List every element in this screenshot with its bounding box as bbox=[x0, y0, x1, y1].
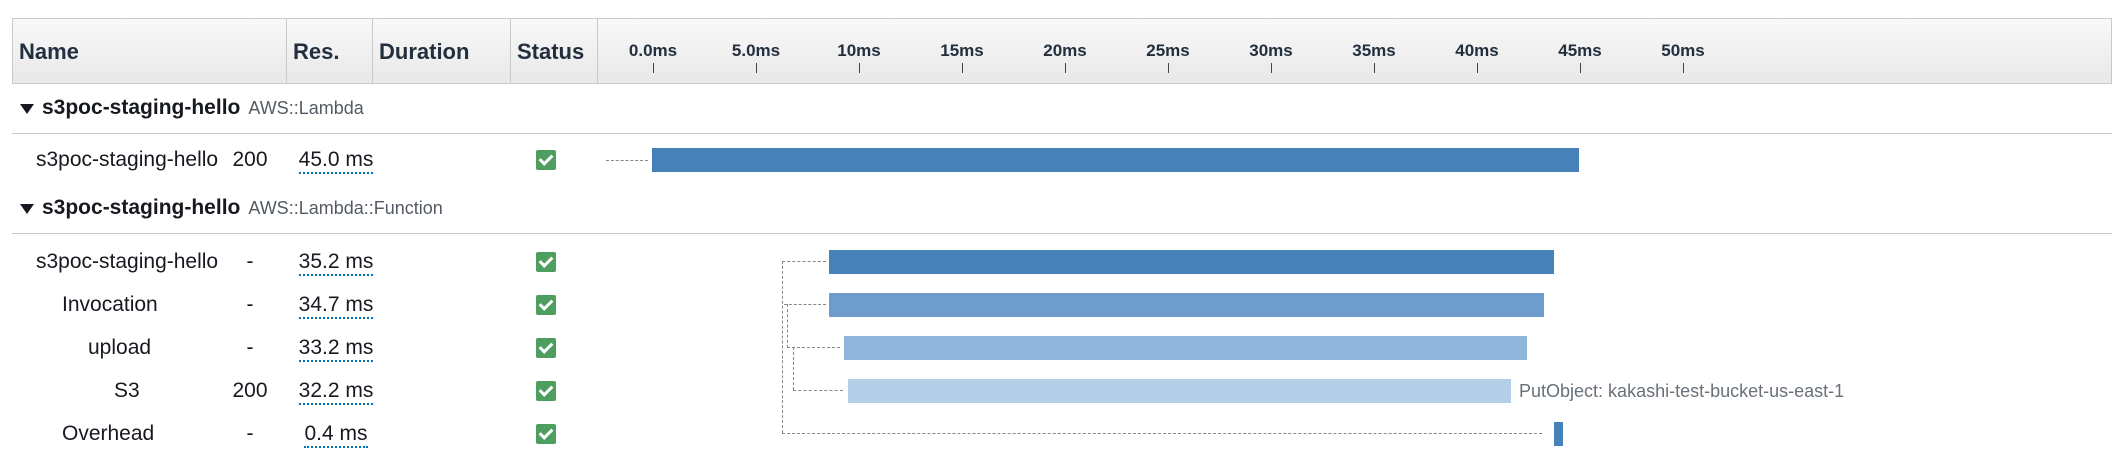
segment-annotation: PutObject: kakashi-test-bucket-us-east-1 bbox=[1519, 381, 1845, 401]
segment-response-code: 200 bbox=[232, 148, 268, 171]
segment-name: S3 bbox=[114, 379, 140, 402]
segment-row[interactable]: s3poc-staging-hello 200 45.0 ms bbox=[12, 140, 2112, 182]
connector-line bbox=[787, 347, 840, 348]
service-group-header[interactable]: s3poc-staging-hello AWS::Lambda::Function bbox=[12, 186, 2112, 234]
axis-tick-mark bbox=[962, 63, 963, 73]
status-ok-icon bbox=[536, 424, 556, 444]
connector-line bbox=[793, 347, 794, 390]
column-header-duration[interactable]: Duration bbox=[373, 19, 511, 83]
segment-row[interactable]: S3 200 32.2 ms PutObject: kakashi-test-buck… bbox=[12, 371, 2112, 413]
caret-down-icon[interactable] bbox=[20, 104, 34, 114]
axis-tick-label: 20ms bbox=[1043, 41, 1087, 60]
axis-tick-label: 30ms bbox=[1249, 41, 1293, 60]
axis-tick-label: 25ms bbox=[1146, 41, 1190, 60]
service-name: s3poc-staging-hello bbox=[42, 96, 241, 119]
segment-row[interactable]: s3poc-staging-hello - 35.2 ms bbox=[12, 242, 2112, 284]
axis-tick-mark bbox=[1580, 63, 1581, 73]
axis-tick-mark bbox=[859, 63, 860, 73]
segment-row[interactable]: Overhead - 0.4 ms bbox=[12, 414, 2112, 456]
status-ok-icon bbox=[536, 295, 556, 315]
axis-tick-label: 0.0ms bbox=[628, 41, 678, 60]
axis-tick-label: 15ms bbox=[940, 41, 984, 60]
connector-line bbox=[782, 261, 826, 262]
axis-tick-label: 35ms bbox=[1352, 41, 1396, 60]
segment-name: upload bbox=[88, 336, 152, 359]
caret-down-icon[interactable] bbox=[20, 204, 34, 214]
segment-name: s3poc-staging-hello bbox=[36, 148, 219, 171]
connector-line bbox=[784, 304, 826, 305]
table-header: Name Res. Duration Status 0.0ms 5.0ms 10ms… bbox=[12, 18, 2112, 84]
segment-row[interactable]: Invocation - 34.7 ms bbox=[12, 285, 2112, 327]
axis-tick-mark bbox=[1374, 63, 1375, 73]
segment-name: Invocation bbox=[62, 293, 158, 316]
axis-tick-label: 40ms bbox=[1455, 41, 1499, 60]
segment-response-code: - bbox=[246, 293, 254, 316]
segment-duration[interactable]: 35.2 ms bbox=[286, 250, 386, 276]
axis-tick-label: 5.0ms bbox=[731, 41, 781, 60]
timeline-bar[interactable] bbox=[829, 293, 1544, 317]
connector-line bbox=[782, 433, 1542, 434]
status-ok-icon bbox=[536, 252, 556, 272]
axis-tick-label: 10ms bbox=[837, 41, 881, 60]
axis-tick-mark bbox=[1271, 63, 1272, 73]
segment-duration[interactable]: 32.2 ms bbox=[286, 379, 386, 405]
connector-line bbox=[606, 160, 648, 161]
timeline-bar[interactable] bbox=[847, 379, 1511, 403]
service-type: AWS::Lambda::Function bbox=[248, 198, 443, 218]
axis-tick-mark bbox=[1065, 63, 1066, 73]
segment-name: s3poc-staging-hello bbox=[36, 250, 219, 273]
axis-tick-mark bbox=[1168, 63, 1169, 73]
segment-name: Overhead bbox=[62, 422, 155, 445]
column-header-status[interactable]: Status bbox=[511, 19, 598, 83]
axis-tick-mark bbox=[1683, 63, 1684, 73]
segment-response-code: - bbox=[246, 336, 254, 359]
axis-tick-label: 45ms bbox=[1558, 41, 1602, 60]
connector-line bbox=[793, 390, 843, 391]
timeline-bar[interactable] bbox=[829, 250, 1555, 274]
service-name: s3poc-staging-hello bbox=[42, 196, 241, 219]
timeline-bar[interactable] bbox=[1554, 422, 1563, 446]
segment-response-code: - bbox=[246, 422, 254, 445]
timeline-bar[interactable] bbox=[652, 148, 1579, 172]
segment-duration[interactable]: 0.4 ms bbox=[286, 422, 386, 448]
status-ok-icon bbox=[536, 381, 556, 401]
segment-response-code: 200 bbox=[232, 379, 268, 402]
segment-duration[interactable]: 34.7 ms bbox=[286, 293, 386, 319]
connector-line bbox=[787, 304, 788, 348]
timeline-bar[interactable] bbox=[843, 336, 1528, 360]
column-header-name[interactable]: Name bbox=[13, 19, 287, 83]
status-ok-icon bbox=[536, 338, 556, 358]
axis-tick-mark bbox=[756, 63, 757, 73]
segment-row[interactable]: upload - 33.2 ms bbox=[12, 328, 2112, 370]
status-ok-icon bbox=[536, 150, 556, 170]
axis-tick-mark bbox=[1477, 63, 1478, 73]
connector-line bbox=[782, 261, 783, 433]
axis-tick-label: 50ms bbox=[1661, 41, 1705, 60]
segment-response-code: - bbox=[246, 250, 254, 273]
service-type: AWS::Lambda bbox=[248, 98, 364, 118]
service-group-header[interactable]: s3poc-staging-hello AWS::Lambda bbox=[12, 86, 2112, 134]
axis-tick-mark bbox=[653, 63, 654, 73]
column-header-res[interactable]: Res. bbox=[287, 19, 373, 83]
segment-duration[interactable]: 33.2 ms bbox=[286, 336, 386, 362]
segment-duration[interactable]: 45.0 ms bbox=[286, 148, 386, 174]
